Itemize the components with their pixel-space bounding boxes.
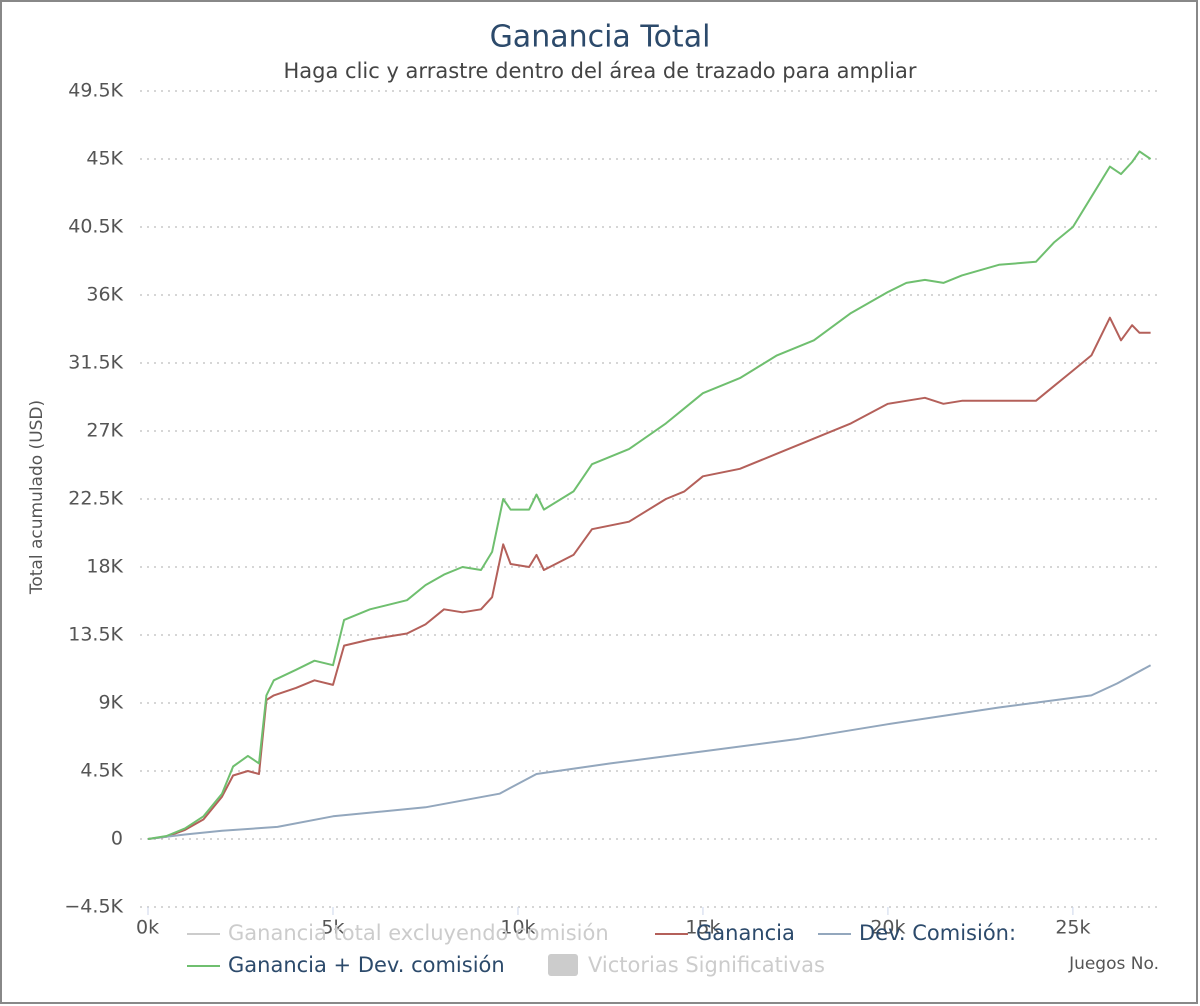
x-tick-label: 25k (1055, 917, 1090, 939)
x-tick-label: 20k (870, 917, 905, 939)
y-tick-label: 18K (86, 556, 123, 578)
legend-item: Dev. Comisión: (859, 921, 1016, 945)
x-axis-title: Juegos No. (1068, 954, 1159, 974)
x-tick-label: 0k (136, 917, 159, 939)
y-tick-label: 36K (86, 284, 123, 306)
legend-swatch (548, 954, 578, 976)
legend-item: Ganancia (696, 921, 795, 945)
y-tick-label: 49.5K (68, 80, 123, 102)
y-tick-label: 45K (86, 148, 123, 170)
chart-subtitle: Haga clic y arrastre dentro del área de … (283, 59, 916, 83)
y-tick-label: 9K (98, 692, 123, 714)
y-tick-label: 31.5K (68, 352, 123, 374)
x-tick-label: 10k (500, 917, 535, 939)
legend-item-hidden: Ganancia total excluyendo comisión (228, 921, 609, 945)
legend-item: Ganancia + Dev. comisión (228, 953, 505, 977)
y-axis-title: Total acumulado (USD) (27, 400, 47, 595)
y-tick-label: 13.5K (68, 624, 123, 646)
y-tick-label: 22.5K (68, 488, 123, 510)
series-line (147, 150, 1152, 840)
x-tick-label: 15k (685, 917, 720, 939)
series-line (147, 664, 1152, 840)
y-tick-label: −4.5K (64, 896, 123, 918)
y-tick-label: 4.5K (80, 760, 123, 782)
chart-title: Ganancia Total (490, 20, 711, 55)
series-line (147, 316, 1151, 840)
y-tick-label: 40.5K (68, 216, 123, 238)
legend-item-hidden: Victorias Significativas (588, 953, 825, 977)
y-tick-label: 0 (111, 828, 123, 850)
x-tick-label: 5k (321, 917, 344, 939)
y-tick-label: 27K (86, 420, 123, 442)
